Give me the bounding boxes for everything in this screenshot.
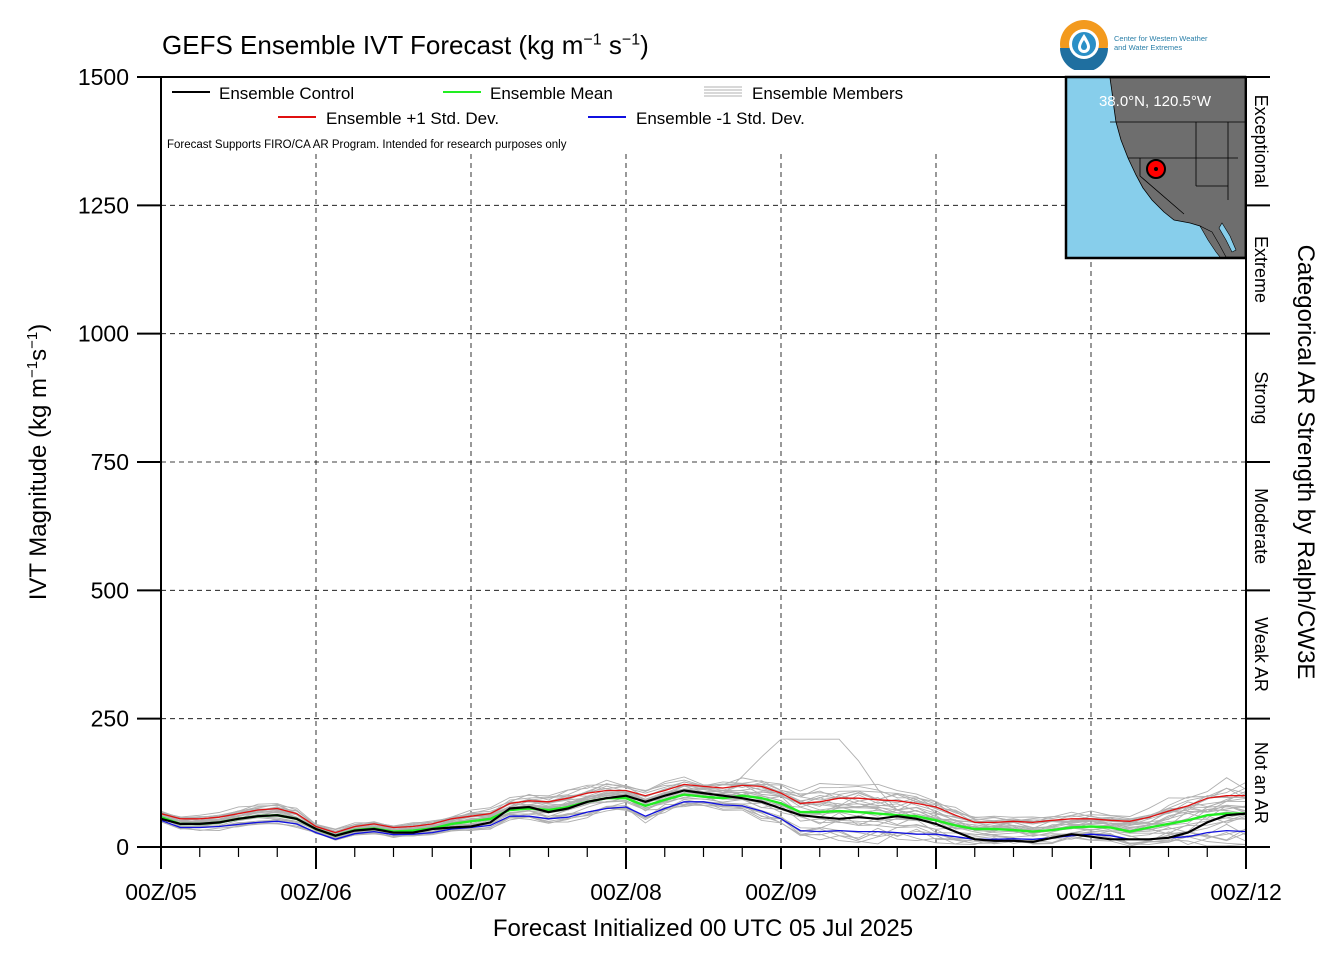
logo-line-1: Center for Western Weather: [1114, 34, 1208, 43]
y-tick-label: 500: [91, 577, 129, 603]
ar-category-label: Moderate: [1251, 488, 1271, 564]
x-tick-label: 00Z/07: [435, 879, 507, 905]
y-axis-label: IVT Magnitude (kg m−1s−1): [24, 324, 52, 601]
x-tick-label: 00Z/12: [1210, 879, 1282, 905]
ar-category-label: Exceptional: [1251, 95, 1271, 188]
y-axis-label-part2: s: [25, 349, 52, 361]
legend-minus-sd-label: Ensemble -1 Std. Dev.: [636, 109, 805, 128]
x-tick-label: 00Z/09: [745, 879, 817, 905]
ensemble-member-line: [160, 801, 1247, 844]
legend-note: Forecast Supports FIRO/CA AR Program. In…: [167, 139, 567, 151]
ar-category-labels: Not an AR Weak AR Moderate Strong Extreme Exc…: [1251, 95, 1271, 824]
x-tick-labels: 00Z/05 00Z/06 00Z/07 00Z/08 00Z/09 00Z/10 00Z/…: [125, 879, 1282, 905]
logo-text: Center for Western Weather and Water Ext…: [1114, 34, 1208, 52]
x-tick-label: 00Z/06: [280, 879, 352, 905]
y-axis-label-part1: IVT Magnitude (kg m: [25, 378, 52, 600]
inset-baja: [1199, 225, 1227, 258]
ar-category-label: Not an AR: [1251, 742, 1271, 824]
y-tick-label: 0: [116, 834, 129, 860]
x-axis-label: Forecast Initialized 00 UTC 05 Jul 2025: [493, 915, 913, 942]
inset-map: 38.0°N, 120.5°W: [1064, 75, 1247, 260]
chart-title-sup1: −1: [583, 31, 602, 49]
y-axis-label-part3: ): [25, 324, 52, 332]
y-tick-labels: 0 250 500 750 1000 1250 1500: [78, 64, 129, 860]
chart-title: GEFS Ensemble IVT Forecast (kg m−1 s−1): [162, 30, 649, 61]
chart-title-mid: s: [601, 30, 622, 60]
logo-line-2: and Water Extremes: [1114, 43, 1183, 52]
ensemble-member-line: [160, 803, 1247, 845]
ar-category-label: Weak AR: [1251, 617, 1271, 692]
y-axis-label-sup1: −1: [24, 361, 41, 378]
legend-members-label: Ensemble Members: [752, 84, 903, 103]
chart-title-end: ): [640, 30, 649, 60]
inset-location-label: 38.0°N, 120.5°W: [1099, 93, 1212, 110]
cw3e-logo: Center for Western Weather and Water Ext…: [1058, 18, 1258, 74]
legend-control-label: Ensemble Control: [219, 84, 354, 103]
legend: Ensemble Control Ensemble Mean Ensemble …: [167, 84, 903, 151]
inset-state-borders: [1110, 121, 1245, 215]
water-drop-icon: [1060, 20, 1108, 70]
y-tick-label: 750: [91, 449, 129, 475]
y-tick-label: 1250: [78, 192, 129, 218]
right-axis-label: Categorical AR Strength by Ralph/CW3E: [1292, 245, 1319, 680]
x-tick-label: 00Z/10: [900, 879, 972, 905]
ensemble-member-line: [160, 800, 1247, 845]
grid-lines: [161, 154, 1246, 847]
y-tick-label: 1000: [78, 321, 129, 347]
chart-title-main: GEFS Ensemble IVT Forecast (kg m: [162, 30, 584, 60]
y-axis-label-sup2: −1: [24, 332, 41, 349]
x-tick-label: 00Z/11: [1056, 879, 1126, 905]
control-line: [160, 789, 1247, 844]
series-lines: [160, 783, 1247, 844]
y-tick-label: 250: [91, 706, 129, 732]
legend-members-swatch: [704, 86, 742, 97]
plus-sd-line: [160, 783, 1246, 834]
x-tick-label: 00Z/05: [125, 879, 197, 905]
legend-plus-sd-label: Ensemble +1 Std. Dev.: [326, 109, 499, 128]
ar-category-label: Strong: [1251, 371, 1271, 424]
ar-category-label: Extreme: [1251, 236, 1271, 303]
x-tick-label: 00Z/08: [590, 879, 662, 905]
ensemble-member-line: [160, 788, 1247, 835]
inset-gulf: [1218, 222, 1237, 253]
y-tick-label: 1500: [78, 64, 129, 90]
chart-title-sup2: −1: [621, 31, 641, 49]
legend-mean-label: Ensemble Mean: [490, 84, 613, 103]
